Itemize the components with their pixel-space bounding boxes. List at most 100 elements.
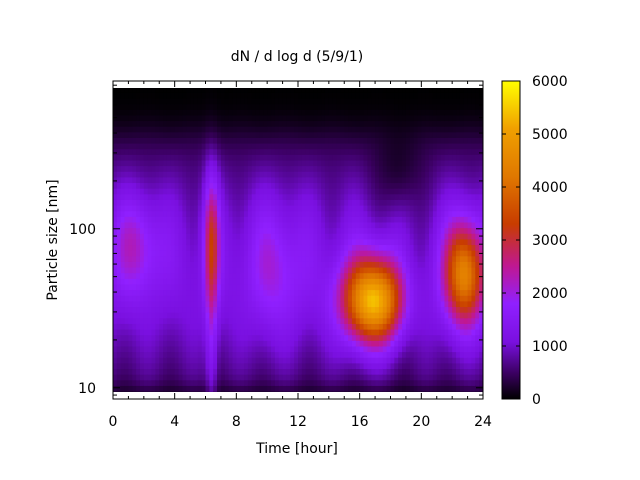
heatmap-cell [255,266,261,274]
heatmap-cell [251,272,257,279]
heatmap-cell [259,334,264,341]
heatmap-cell [136,97,141,105]
heatmap-cell [405,362,411,370]
heatmap-cell [355,244,361,251]
heatmap-cell [174,374,180,381]
heatmap-cell [286,323,291,330]
heatmap-cell [351,323,357,330]
heatmap-cell [201,312,207,319]
heatmap-cell [378,109,384,116]
heatmap-cell [286,351,291,358]
heatmap-cell [405,103,411,110]
heatmap-cell [429,261,434,268]
heatmap-cell [286,210,291,217]
heatmap-cell [340,345,345,353]
heatmap-cell [382,323,388,330]
heatmap-cell [309,210,315,217]
heatmap-cell [382,109,388,116]
heatmap-cell [305,390,311,392]
heatmap-cell [228,199,234,206]
heatmap-cell [351,238,357,246]
heatmap-cell [375,233,380,240]
heatmap-cell [240,216,245,223]
heatmap-cell [382,131,388,138]
heatmap-cell [348,357,353,364]
heatmap-cell [136,334,141,341]
heatmap-cell [363,317,368,324]
heatmap-cell [286,137,291,144]
heatmap-cell [143,266,149,274]
heatmap-cell [348,120,353,127]
heatmap-cell [340,385,345,392]
heatmap-cell [386,142,392,150]
heatmap-cell [452,210,457,217]
heatmap-cell [394,328,399,336]
heatmap-cell [271,142,276,150]
heatmap-cell [340,289,345,296]
heatmap-cell [139,182,145,189]
heatmap-cell [359,295,365,302]
heatmap-cell [201,379,207,386]
heatmap-cell [259,390,264,392]
heatmap-cell [147,193,153,200]
heatmap-cell [186,221,191,229]
heatmap-cell [255,238,261,246]
heatmap-cell [251,289,257,296]
heatmap-cell [432,295,438,302]
heatmap-cell [143,244,149,251]
heatmap-cell [301,351,307,358]
heatmap-cell [209,300,214,308]
heatmap-cell [147,199,153,206]
heatmap-cell [136,289,141,296]
heatmap-cell [155,92,160,99]
heatmap-cell [402,103,407,110]
heatmap-cell [159,81,163,87]
heatmap-cell [267,340,272,347]
heatmap-cell [313,221,318,229]
heatmap-cell [120,176,126,184]
heatmap-cell [205,328,210,336]
heatmap-cell [355,148,361,155]
heatmap-cell [186,120,191,127]
heatmap-cell [178,97,183,105]
heatmap-cell [224,148,230,155]
heatmap-cell [113,188,118,195]
heatmap-cell [247,120,253,127]
heatmap-cell [217,165,222,172]
heatmap-cell [390,159,395,167]
heatmap-cell [432,250,438,257]
heatmap-cell [305,142,311,150]
heatmap-cell [436,171,442,178]
heatmap-cell [163,171,168,178]
heatmap-cell [271,334,276,341]
heatmap-cell [363,306,368,313]
heatmap-cell [166,165,172,172]
heatmap-cell [220,368,226,375]
heatmap-cell [294,250,299,257]
heatmap-cell [421,368,426,375]
heatmap-cell [274,182,280,189]
heatmap-cell [147,227,153,234]
heatmap-cell [124,351,130,358]
heatmap-cell [155,283,160,291]
heatmap-cell [355,126,361,133]
heatmap-cell [259,142,264,150]
heatmap-cell [321,165,326,172]
heatmap-cell [143,368,149,375]
heatmap-cell [271,103,276,110]
heatmap-cell [255,283,261,291]
heatmap-cell [182,204,187,212]
heatmap-cell [417,92,422,99]
heatmap-cell [367,278,372,285]
heatmap-cell [340,261,345,268]
heatmap-cell [294,188,299,195]
heatmap-cell [166,176,172,184]
heatmap-cell [398,250,403,257]
heatmap-cell [163,88,168,93]
heatmap-cell [240,323,245,330]
heatmap-cell [452,323,457,330]
heatmap-cell [348,306,353,313]
heatmap-cell [263,204,268,212]
heatmap-cell [190,390,195,392]
heatmap-cell [139,88,145,93]
